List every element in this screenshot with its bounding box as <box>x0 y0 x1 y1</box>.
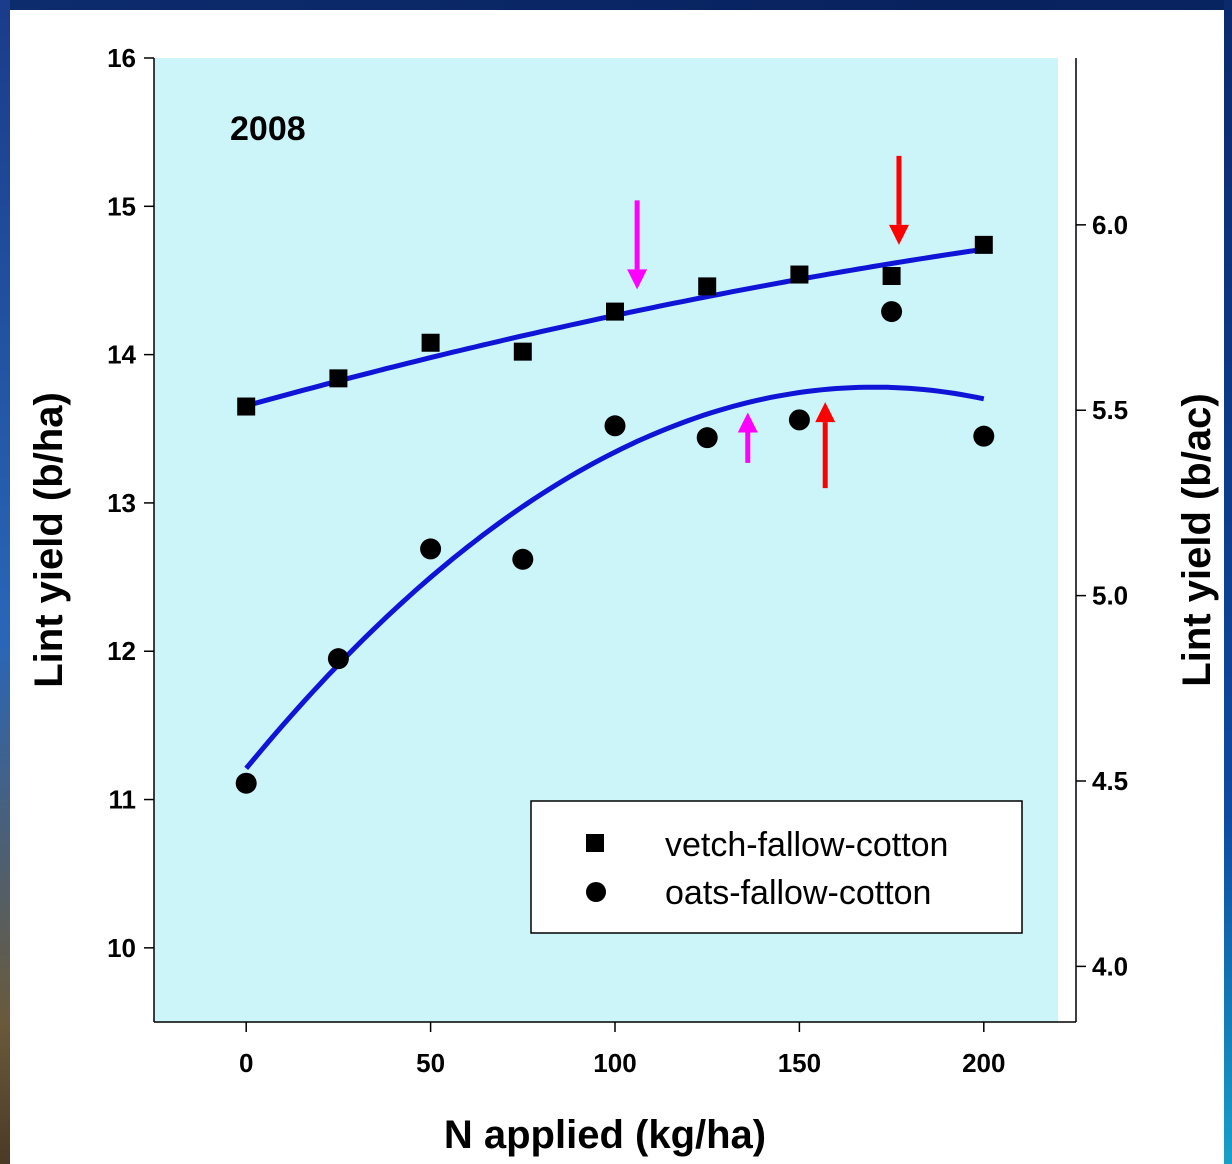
y-tick-label-left: 13 <box>107 488 136 518</box>
y-tick-label-right: 4.5 <box>1092 766 1128 796</box>
year-annotation: 2008 <box>230 110 306 148</box>
y-tick-label-left: 10 <box>107 933 136 963</box>
y-tick-label-right: 4.0 <box>1092 951 1128 981</box>
y-tick-label-right: 5.0 <box>1092 581 1128 611</box>
y-tick-label-left: 16 <box>107 43 136 73</box>
oats-point <box>327 648 349 670</box>
vetch-point <box>513 342 532 361</box>
vetch-point <box>237 397 256 416</box>
arrow-up-4 <box>815 402 836 489</box>
oats-point <box>788 409 810 431</box>
arrow-down-2 <box>888 155 909 245</box>
legend-box <box>530 800 1023 934</box>
y-tick-label-right: 5.5 <box>1092 395 1128 425</box>
background-edge-left <box>0 0 10 1164</box>
background-edge-right <box>1224 0 1232 1164</box>
y-tick-label-left: 12 <box>107 636 136 666</box>
oats-point <box>973 425 995 447</box>
legend-label-oats: oats-fallow-cotton <box>665 874 931 912</box>
fit-curve-2 <box>244 384 985 770</box>
legend-square-marker <box>586 834 604 852</box>
y-tick-label-right: 6.0 <box>1092 210 1128 240</box>
y-axis-title-right: Lint yield (b/ac) <box>1175 393 1219 686</box>
arrow-head <box>737 412 758 433</box>
x-tick-label: 150 <box>778 1048 821 1078</box>
y-tick-label-left: 15 <box>107 191 136 221</box>
arrow-head <box>627 269 648 290</box>
oats-point <box>696 427 718 449</box>
vetch-point <box>329 369 348 388</box>
legend-label-vetch: vetch-fallow-cotton <box>665 826 948 864</box>
oats-point <box>881 301 903 323</box>
x-tick-label: 200 <box>962 1048 1005 1078</box>
arrow-head <box>815 402 836 423</box>
y-tick-label-left: 14 <box>107 340 136 370</box>
arrow-up-3 <box>737 412 758 463</box>
vetch-point <box>882 267 901 286</box>
vetch-point <box>421 333 440 352</box>
y-tick-label-left: 11 <box>109 785 137 815</box>
legend: vetch-fallow-cotton oats-fallow-cotton <box>530 800 1023 934</box>
vetch-point <box>790 265 809 284</box>
x-tick-label: 0 <box>239 1048 253 1078</box>
legend-circle-marker <box>586 882 606 902</box>
y-axis-title-left: Lint yield (b/ha) <box>27 392 71 688</box>
arrow-head <box>888 224 909 245</box>
vetch-point <box>698 277 717 296</box>
oats-point <box>604 415 626 437</box>
oats-point <box>420 538 442 560</box>
x-axis-title: N applied (kg/ha) <box>444 1113 766 1157</box>
oats-point <box>235 772 257 794</box>
vetch-point <box>606 302 624 321</box>
oats-point <box>512 548 534 570</box>
arrow-down-1 <box>627 200 648 290</box>
vetch-point <box>974 235 993 254</box>
x-tick-label: 50 <box>416 1048 445 1078</box>
x-tick-label: 100 <box>593 1048 636 1078</box>
